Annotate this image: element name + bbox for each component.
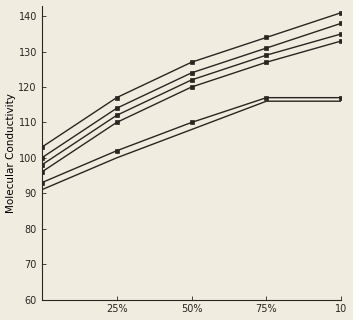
Y-axis label: Molecular Conductivity: Molecular Conductivity	[6, 92, 16, 212]
